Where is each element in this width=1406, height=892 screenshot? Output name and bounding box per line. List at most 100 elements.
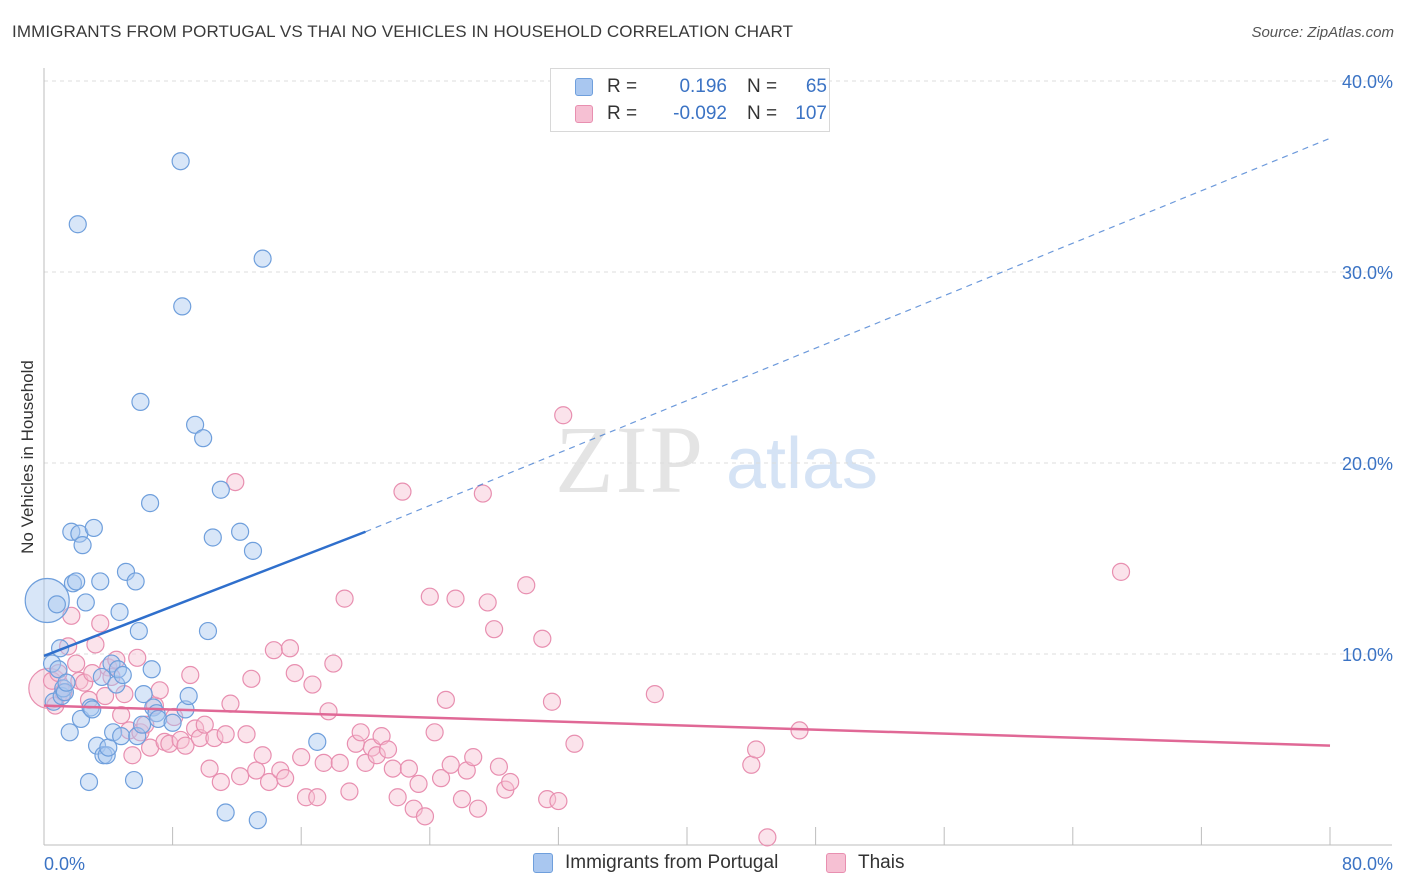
data-point-thais <box>285 663 304 683</box>
data-point-thais <box>319 702 338 721</box>
data-point-portugal <box>142 660 161 679</box>
legend-swatch-thais <box>575 105 593 123</box>
bottom-legend-swatch-portugal <box>533 853 553 873</box>
data-point-thais <box>112 706 131 725</box>
data-point-portugal <box>110 602 129 622</box>
legend-n-label: N = <box>747 76 778 97</box>
data-point-thais <box>473 484 492 503</box>
data-point-thais <box>150 681 169 700</box>
data-point-portugal <box>24 577 70 624</box>
y-tick-label: 30.0% <box>1342 263 1393 283</box>
y-tick-label: 20.0% <box>1342 454 1393 474</box>
legend-r-value: -0.092 <box>673 103 727 124</box>
data-point-thais <box>399 759 419 778</box>
legend: R = 0.196 N = 65 R = -0.092 N = 107 <box>550 68 830 132</box>
bottom-legend-label-portugal: Immigrants from Portugal <box>565 852 779 873</box>
data-point-thais <box>742 755 761 774</box>
data-point-portugal <box>76 593 95 612</box>
data-point-portugal <box>55 683 74 702</box>
data-point-thais <box>351 723 370 742</box>
data-point-thais <box>276 769 295 788</box>
data-point-thais <box>565 734 584 753</box>
watermark-zip: ZIP <box>555 406 705 513</box>
data-point-portugal <box>163 713 182 732</box>
legend-row-thais: R = -0.092 N = 107 <box>551 101 827 127</box>
data-point-thais <box>747 740 766 759</box>
data-point-portugal <box>134 685 153 704</box>
x-tick-label: 0.0% <box>44 854 85 874</box>
data-point-thais <box>205 728 224 748</box>
legend-r-value: 0.196 <box>679 76 727 97</box>
data-point-portugal <box>73 536 92 555</box>
data-point-thais <box>264 641 283 660</box>
bottom-legend-label-thais: Thais <box>858 852 905 873</box>
data-point-portugal <box>112 727 131 746</box>
legend-n-label: N = <box>747 103 778 124</box>
data-point-thais <box>242 669 261 688</box>
data-point-thais <box>378 740 398 759</box>
data-point-portugal <box>132 715 152 734</box>
bottom-legend-thais: Thais <box>826 852 904 874</box>
data-point-thais <box>420 587 439 606</box>
data-point-portugal <box>87 736 107 755</box>
data-point-thais <box>303 675 322 694</box>
bottom-legend-swatch-thais <box>826 853 846 873</box>
data-point-thais <box>367 746 386 765</box>
data-point-thais <box>195 715 214 734</box>
data-point-portugal <box>253 249 272 268</box>
data-point-thais <box>83 663 102 683</box>
data-point-portugal <box>60 723 79 742</box>
data-point-thais <box>171 730 190 750</box>
data-point-thais <box>314 753 333 772</box>
data-point-thais <box>1111 562 1131 581</box>
data-point-portugal <box>63 574 83 593</box>
data-point-portugal <box>203 528 222 547</box>
data-point-thais <box>176 736 195 755</box>
data-point-thais <box>478 593 497 612</box>
data-point-portugal <box>198 621 218 641</box>
data-point-thais <box>452 790 472 809</box>
source-label: Source: ZipAtlas.com <box>1251 24 1394 41</box>
data-point-thais <box>95 686 115 706</box>
data-point-thais <box>221 694 240 713</box>
data-point-portugal <box>79 772 99 792</box>
data-point-thais <box>330 753 349 772</box>
y-tick-label: 40.0% <box>1342 72 1393 92</box>
data-point-thais <box>517 576 536 595</box>
data-point-portugal <box>84 518 103 538</box>
data-point-portugal <box>186 415 205 434</box>
data-point-portugal <box>97 746 116 765</box>
watermark-atlas: atlas <box>726 424 878 504</box>
data-point-thais <box>485 620 504 639</box>
data-point-portugal <box>92 667 111 687</box>
legend-row-portugal: R = 0.196 N = 65 <box>551 74 827 100</box>
data-point-thais <box>645 685 664 704</box>
data-point-thais <box>425 723 444 742</box>
legend-swatch-portugal <box>575 78 593 96</box>
data-point-thais <box>237 725 256 744</box>
data-point-portugal <box>140 494 160 513</box>
data-point-portugal <box>171 152 190 171</box>
data-point-portugal <box>107 675 126 694</box>
legend-n-value: 107 <box>795 103 827 124</box>
data-point-thais <box>554 406 573 425</box>
data-point-thais <box>226 473 245 492</box>
data-point-thais <box>446 589 465 608</box>
data-point-portugal <box>231 522 250 541</box>
data-point-thais <box>280 639 300 658</box>
trend-line-thais <box>43 704 1331 747</box>
data-point-thais <box>247 761 266 780</box>
data-point-thais <box>468 799 488 818</box>
legend-r-label: R = <box>607 103 638 124</box>
data-point-thais <box>489 757 509 776</box>
data-point-thais <box>123 746 142 765</box>
data-point-thais <box>91 614 110 633</box>
data-point-thais <box>542 692 562 711</box>
data-point-thais <box>190 728 210 748</box>
data-point-thais <box>533 629 552 648</box>
data-point-portugal <box>211 480 230 499</box>
data-point-portugal <box>243 541 263 560</box>
data-point-thais <box>538 790 557 809</box>
data-point-thais <box>383 759 402 778</box>
y-tick-label: 10.0% <box>1342 645 1393 665</box>
